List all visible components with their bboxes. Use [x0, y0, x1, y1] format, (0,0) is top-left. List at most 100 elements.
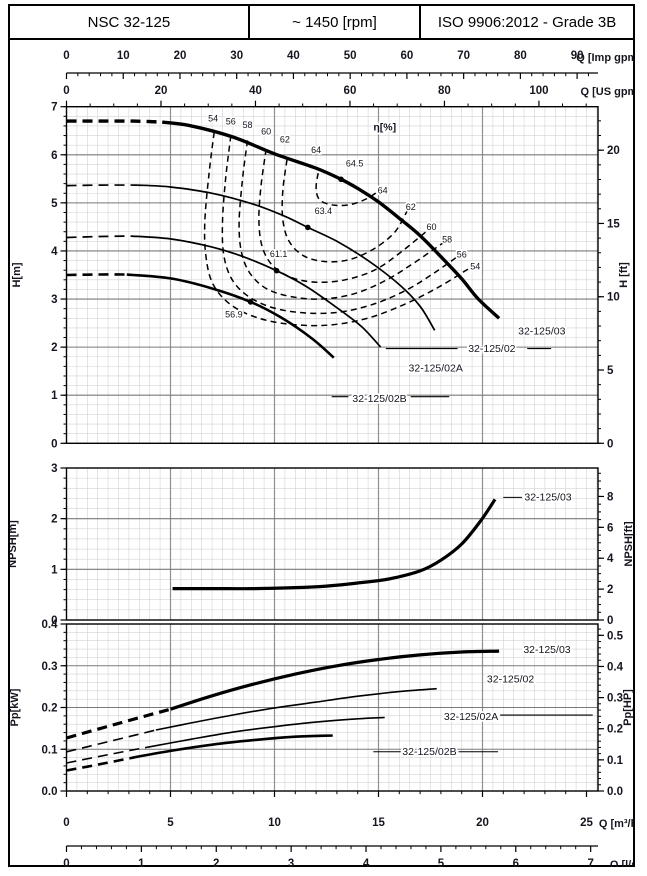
- svg-text:3: 3: [51, 294, 57, 306]
- curve-p-32-125/03-minflow: [66, 707, 171, 740]
- label-62: 62: [280, 135, 290, 145]
- svg-text:15: 15: [607, 218, 620, 230]
- test-point-marker: [338, 176, 344, 183]
- label-32-125/02A: 32-125/02A: [444, 711, 498, 723]
- label-54: 54: [470, 262, 480, 272]
- svg-text:0: 0: [63, 50, 69, 62]
- ruler-imp: 0 10 20 30 40 50 60 70 80 90Q [Imp gpm]: [63, 50, 641, 79]
- label-32-125/02A: 32-125/02A: [409, 362, 463, 374]
- svg-text:0: 0: [51, 438, 57, 450]
- label-32-125/03: 32-125/03: [523, 644, 570, 656]
- label-η[%]: η[%]: [373, 122, 396, 134]
- svg-text:10: 10: [117, 50, 130, 62]
- svg-text:0: 0: [607, 615, 613, 627]
- svg-text:0.0: 0.0: [607, 786, 623, 798]
- svg-text:6: 6: [607, 522, 613, 534]
- curve-eta-62: [281, 159, 409, 263]
- label-64.5: 64.5: [346, 159, 364, 169]
- curve-p-32-125/02-minflow: [66, 729, 157, 753]
- svg-text:NPSH[m]: NPSH[m]: [10, 520, 19, 568]
- label-32-125/02B: 32-125/02B: [352, 393, 406, 405]
- svg-text:80: 80: [514, 50, 527, 62]
- svg-text:100: 100: [529, 85, 548, 97]
- label-64: 64: [378, 186, 388, 196]
- svg-text:20: 20: [155, 85, 168, 97]
- ruler-m3h: 0 5 10 15 20 25 Q [m³/h]: [63, 791, 641, 830]
- label-60: 60: [261, 126, 271, 136]
- svg-text:5: 5: [607, 365, 614, 377]
- svg-text:1: 1: [138, 858, 145, 867]
- curve-32-125/03-minflow: [66, 119, 163, 124]
- svg-text:0.0: 0.0: [42, 786, 58, 798]
- figure-frame: NSC 32-125 ~ 1450 [rpm] ISO 9906:2012 - …: [7, 4, 641, 871]
- svg-text:2: 2: [51, 342, 57, 354]
- test-point-marker: [273, 267, 280, 274]
- ruler-ls: 0 1 2 3 4 5 6 7 Q [l/s]: [63, 845, 641, 871]
- svg-text:H[m]: H[m]: [11, 262, 23, 287]
- svg-text:6: 6: [51, 150, 57, 162]
- label-56: 56: [457, 250, 467, 260]
- title-bar: NSC 32-125 ~ 1450 [rpm] ISO 9906:2012 - …: [10, 6, 633, 40]
- svg-text:60: 60: [401, 50, 414, 62]
- svg-text:20: 20: [607, 145, 620, 157]
- svg-text:40: 40: [249, 85, 262, 97]
- label-32-125/02: 32-125/02: [468, 343, 515, 355]
- svg-text:0: 0: [63, 85, 69, 97]
- svg-text:H [ft]: H [ft]: [618, 262, 630, 288]
- label-60: 60: [427, 222, 437, 232]
- svg-text:0: 0: [63, 817, 69, 829]
- svg-text:0.1: 0.1: [607, 755, 624, 767]
- label-56: 56: [226, 116, 236, 126]
- svg-text:Pp[kW]: Pp[kW]: [10, 688, 21, 726]
- curve-eta-64: [315, 172, 379, 207]
- svg-text:20: 20: [174, 50, 187, 62]
- svg-text:60: 60: [344, 85, 357, 97]
- svg-text:4: 4: [607, 553, 614, 565]
- label-32-125/02B: 32-125/02B: [402, 746, 456, 758]
- svg-text:3: 3: [288, 858, 294, 867]
- svg-text:10: 10: [607, 292, 620, 304]
- svg-text:0.3: 0.3: [42, 661, 58, 673]
- curve-p-32-125/02A: [147, 716, 385, 748]
- curve-32-125/02-minflow: [66, 184, 138, 187]
- svg-text:15: 15: [372, 817, 385, 829]
- pump-model-label: NSC 32-125: [10, 6, 250, 38]
- curve-npsh-32-125/03: [172, 498, 497, 591]
- curve-p-32-125/02: [155, 687, 437, 731]
- pump-speed-label: ~ 1450 [rpm]: [250, 6, 422, 38]
- curve-p-32-125/03: [169, 649, 500, 711]
- svg-text:0.5: 0.5: [607, 630, 624, 642]
- curve-32-125/03: [161, 120, 501, 320]
- test-standard-label: ISO 9906:2012 - Grade 3B: [437, 13, 617, 31]
- ruler-unit-ls: Q [l/s]: [610, 859, 633, 867]
- svg-text:2: 2: [213, 858, 219, 867]
- svg-text:80: 80: [438, 85, 451, 97]
- svg-text:0.4: 0.4: [42, 619, 59, 631]
- curve-p-32-125/02A-minflow: [66, 746, 148, 764]
- svg-text:6: 6: [513, 858, 519, 867]
- label-32-125/03: 32-125/03: [518, 325, 565, 337]
- label-64: 64: [311, 145, 321, 155]
- svg-text:4: 4: [51, 246, 58, 258]
- svg-text:1: 1: [51, 390, 58, 402]
- svg-text:25: 25: [580, 817, 593, 829]
- svg-text:20: 20: [476, 817, 489, 829]
- label-32-125/03: 32-125/03: [524, 492, 571, 504]
- svg-text:7: 7: [587, 858, 593, 867]
- svg-text:0.2: 0.2: [42, 703, 58, 715]
- npsh-curve-panel: 0 1 2 3 0 2 4 6 8 NPSH[m] NPSH[ft] 32-125/03: [7, 463, 635, 627]
- label-58: 58: [242, 120, 252, 130]
- curve-32-125/02B-minflow: [66, 273, 127, 277]
- svg-text:3: 3: [51, 463, 57, 475]
- label-61.1: 61.1: [270, 249, 288, 259]
- curve-32-125/02A-minflow: [66, 235, 132, 239]
- svg-text:0: 0: [63, 858, 69, 867]
- curve-32-125/02A: [130, 235, 382, 348]
- svg-text:30: 30: [230, 50, 243, 62]
- svg-text:0: 0: [607, 438, 613, 450]
- svg-text:0.2: 0.2: [607, 724, 623, 736]
- ruler-unit-us: Q [US gpm]: [581, 86, 634, 98]
- svg-text:NPSH[ft]: NPSH[ft]: [623, 521, 633, 567]
- svg-text:1: 1: [51, 564, 58, 576]
